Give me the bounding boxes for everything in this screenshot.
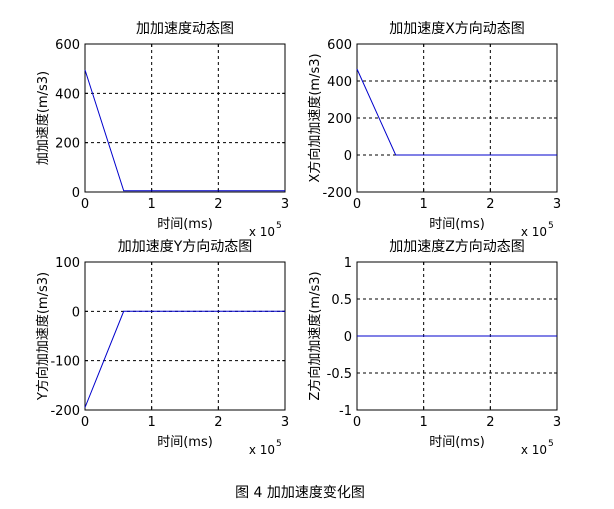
x-axis-exponent-power: 5 bbox=[276, 221, 282, 231]
y-tick-label: 0.5 bbox=[331, 293, 352, 308]
x-tick-label: 0 bbox=[353, 415, 361, 430]
x-tick-label: 0 bbox=[353, 197, 361, 212]
y-tick-label: 0 bbox=[344, 149, 352, 164]
chart-title: 加加速度动态图 bbox=[136, 21, 234, 37]
x-axis-label: 时间(ms) bbox=[429, 217, 485, 232]
x-tick-label: 2 bbox=[214, 197, 222, 212]
x-axis-label: 时间(ms) bbox=[429, 435, 485, 450]
y-tick-label: 200 bbox=[327, 112, 352, 127]
x-tick-label: 0 bbox=[81, 197, 89, 212]
y-tick-label: 0 bbox=[344, 330, 352, 345]
y-tick-label: 400 bbox=[55, 87, 80, 102]
y-tick-label: 600 bbox=[55, 38, 80, 53]
y-axis-label: Z方向加加速度(m/s3) bbox=[307, 271, 323, 400]
series-line bbox=[356, 68, 557, 156]
y-tick-label: -100 bbox=[50, 355, 80, 370]
y-tick-label: -200 bbox=[50, 404, 80, 419]
y-tick-label: 0 bbox=[72, 305, 80, 320]
x-axis-label: 时间(ms) bbox=[157, 435, 213, 450]
plot-area bbox=[84, 43, 286, 193]
x-axis-exponent-power: 5 bbox=[548, 221, 554, 231]
x-tick-label: 0 bbox=[81, 415, 89, 430]
chart-title: 加加速度X方向动态图 bbox=[389, 21, 525, 37]
y-tick-label: -0.5 bbox=[327, 367, 352, 382]
x-tick-label: 2 bbox=[486, 197, 494, 212]
y-axis-label: 加加速度(m/s3) bbox=[35, 71, 51, 165]
chart-title: 加加速度Y方向动态图 bbox=[118, 239, 253, 255]
y-tick-label: 1 bbox=[344, 256, 352, 271]
x-tick-label: 3 bbox=[281, 197, 289, 212]
x-tick-label: 2 bbox=[486, 415, 494, 430]
x-axis-exponent: x 10 bbox=[249, 443, 275, 457]
x-tick-label: 3 bbox=[553, 415, 561, 430]
x-axis-label: 时间(ms) bbox=[157, 217, 213, 232]
y-tick-label: 200 bbox=[55, 137, 80, 152]
y-axis-label: Y方向加加速度(m/s3) bbox=[35, 272, 51, 401]
y-tick-label: 600 bbox=[327, 38, 352, 53]
x-tick-label: 1 bbox=[148, 415, 156, 430]
x-tick-label: 1 bbox=[148, 197, 156, 212]
y-tick-label: -1 bbox=[339, 404, 352, 419]
figure-caption: 图 4 加加速度变化图 bbox=[235, 485, 365, 501]
series-line bbox=[84, 69, 285, 192]
y-tick-label: -200 bbox=[322, 186, 352, 201]
y-axis-label: X方向加加速度(m/s3) bbox=[307, 53, 323, 182]
x-tick-label: 3 bbox=[281, 415, 289, 430]
chart-title: 加加速度Z方向动态图 bbox=[389, 239, 525, 255]
x-tick-label: 2 bbox=[214, 415, 222, 430]
x-tick-label: 1 bbox=[420, 415, 428, 430]
x-axis-exponent: x 10 bbox=[521, 443, 547, 457]
x-tick-label: 1 bbox=[420, 197, 428, 212]
x-axis-exponent-power: 5 bbox=[548, 439, 554, 449]
series-line bbox=[84, 310, 285, 408]
plot-area bbox=[84, 261, 286, 411]
x-tick-label: 3 bbox=[553, 197, 561, 212]
x-axis-exponent: x 10 bbox=[249, 225, 275, 239]
x-axis-exponent: x 10 bbox=[521, 225, 547, 239]
y-tick-label: 400 bbox=[327, 75, 352, 90]
y-tick-label: 100 bbox=[55, 256, 80, 271]
y-tick-label: 0 bbox=[72, 186, 80, 201]
x-axis-exponent-power: 5 bbox=[276, 439, 282, 449]
